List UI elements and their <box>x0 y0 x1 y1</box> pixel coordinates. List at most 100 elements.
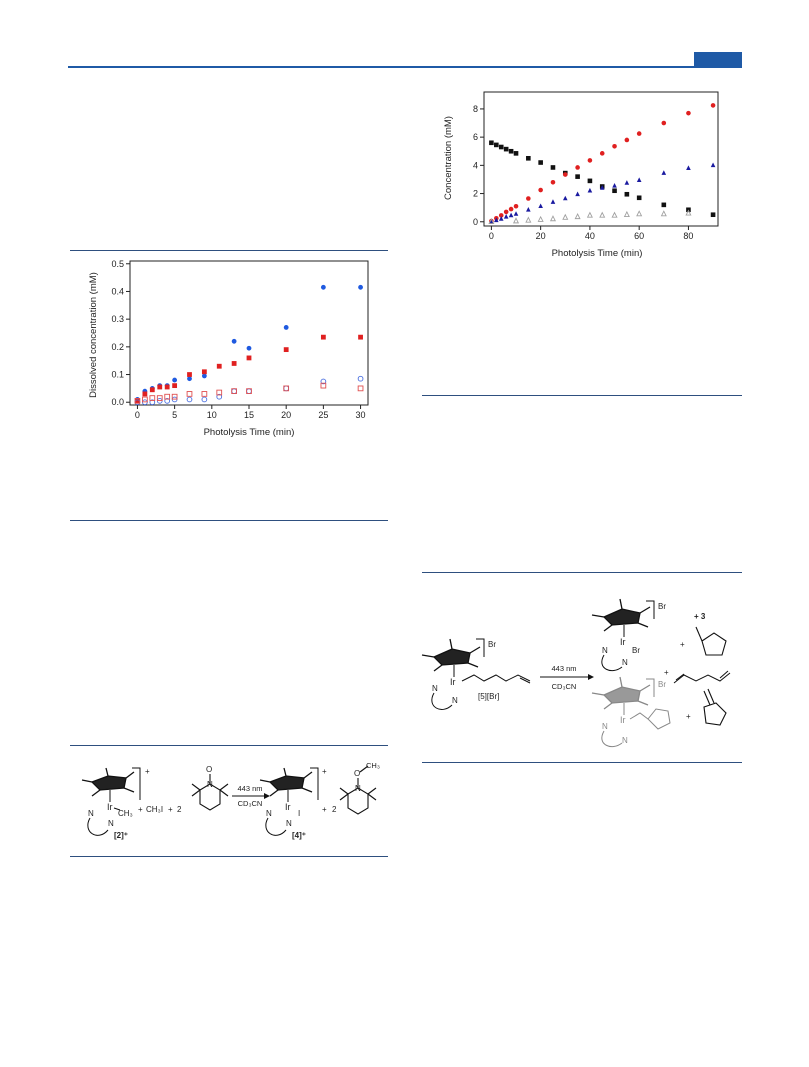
data-point-series-4 <box>156 395 163 401</box>
n-label-bottom-b: N <box>622 736 628 745</box>
data-point-series-4 <box>283 385 290 392</box>
plus-b: + <box>664 668 669 677</box>
data-point-series-1 <box>187 376 192 382</box>
data-point-series-3 <box>526 206 531 212</box>
tempo-o-label: O <box>206 765 212 774</box>
y-tick-label: 2 <box>473 189 478 199</box>
data-point-series-3 <box>612 183 617 188</box>
data-point-series-3 <box>494 217 499 223</box>
data-point-series-2 <box>575 165 580 170</box>
br-ligand-label-top: Br <box>632 646 640 655</box>
cp-star-ring-reagent <box>81 767 135 797</box>
data-point-series-3 <box>686 165 691 170</box>
n-label-5a: N <box>432 684 438 693</box>
ir-label-1: Ir <box>107 802 113 812</box>
data-point-series-4 <box>586 211 593 218</box>
n-label-1b: N <box>108 819 114 828</box>
x-tick-label: 20 <box>536 231 546 241</box>
data-point-series-2 <box>538 187 543 193</box>
data-point-series-1 <box>710 212 716 218</box>
ir-label-bottom: Ir <box>620 715 626 725</box>
ir-me-bond-1 <box>113 807 121 811</box>
data-point-series-4 <box>549 215 556 222</box>
data-point-series-1 <box>320 284 326 290</box>
coef-2: 2 <box>177 805 182 814</box>
plus-a: + <box>680 640 685 649</box>
section-rule-left-2 <box>70 520 388 521</box>
data-point-series-1 <box>172 377 178 383</box>
tempo-me-n-label: N <box>355 784 361 793</box>
data-point-series-2 <box>216 363 222 369</box>
data-point-series-2 <box>636 131 642 136</box>
data-point-series-2 <box>526 196 531 201</box>
br-label-5: Br <box>488 640 496 649</box>
data-point-series-2 <box>164 384 170 390</box>
data-point-series-2 <box>503 209 509 215</box>
data-point-series-3 <box>599 185 605 190</box>
data-point-series-1 <box>503 146 509 152</box>
data-point-series-1 <box>231 338 237 344</box>
n-label-2a: N <box>266 809 272 818</box>
data-point-series-1 <box>636 195 642 201</box>
section-rule-right-3 <box>422 762 742 763</box>
data-point-series-3 <box>575 191 580 197</box>
ir-label-2: Ir <box>285 802 291 812</box>
data-point-series-4 <box>525 216 532 223</box>
data-point-series-2 <box>157 384 163 390</box>
data-point-series-3 <box>513 211 519 216</box>
data-point-series-1 <box>538 160 543 165</box>
x-tick-label: 40 <box>585 231 595 241</box>
data-point-series-2 <box>358 334 363 340</box>
data-point-series-4 <box>142 396 148 403</box>
data-point-series-2 <box>246 355 252 361</box>
data-point-series-4 <box>685 209 692 216</box>
data-point-series-4 <box>599 211 606 218</box>
n-label-bottom-a: N <box>602 722 608 731</box>
data-point-series-4 <box>488 217 495 225</box>
tempo-molecule <box>191 774 229 811</box>
data-point-series-1 <box>526 155 531 161</box>
ir-label-top: Ir <box>620 637 626 647</box>
data-point-series-4 <box>636 210 643 217</box>
bracket-2 <box>310 767 319 800</box>
reaction-arrowhead-2 <box>588 674 594 680</box>
plot-frame <box>129 260 369 406</box>
data-point-series-3 <box>320 378 327 385</box>
data-point-series-2 <box>624 137 630 143</box>
data-point-series-4 <box>660 210 667 217</box>
data-point-series-3 <box>164 397 171 404</box>
data-point-series-4 <box>562 213 569 220</box>
chart1-x-label: Photolysis Time (min) <box>204 427 295 438</box>
y-tick-label: 0.5 <box>111 259 124 269</box>
data-point-series-3 <box>283 385 290 392</box>
arrow-top-1: 443 nm <box>237 784 262 793</box>
data-point-series-4 <box>149 395 156 401</box>
chart2-x-label: Photolysis Time (min) <box>552 248 643 259</box>
y-tick-label: 0 <box>473 217 478 227</box>
x-tick-label: 20 <box>281 410 291 420</box>
cp-star-ring-product-bottom <box>591 676 651 710</box>
data-point-series-3 <box>538 203 543 209</box>
hexadiene-double-2 <box>719 670 729 679</box>
data-point-series-2 <box>686 110 691 116</box>
data-point-series-1 <box>494 142 499 148</box>
data-point-series-4 <box>623 210 630 217</box>
data-point-series-3 <box>357 375 364 382</box>
x-tick-label: 15 <box>244 410 254 420</box>
charge-label-2: + <box>322 767 327 776</box>
data-point-series-3 <box>246 388 252 395</box>
header-rule <box>68 66 742 68</box>
methylenecyclopentane <box>703 688 727 726</box>
data-point-series-3 <box>636 177 642 182</box>
data-point-series-2 <box>550 179 556 185</box>
charge-label-1: + <box>145 767 150 776</box>
data-point-series-2 <box>187 372 192 377</box>
data-point-series-2 <box>142 391 148 397</box>
cyclopentylmethyl-link <box>629 712 649 720</box>
x-tick-label: 60 <box>634 231 644 241</box>
plus-3-label: + 3 <box>694 612 706 621</box>
y-tick-label: 0.0 <box>111 397 124 407</box>
y-tick-label: 6 <box>473 132 478 142</box>
cyclopentyl-ring-bottom <box>647 708 671 730</box>
data-point-series-1 <box>661 202 667 208</box>
